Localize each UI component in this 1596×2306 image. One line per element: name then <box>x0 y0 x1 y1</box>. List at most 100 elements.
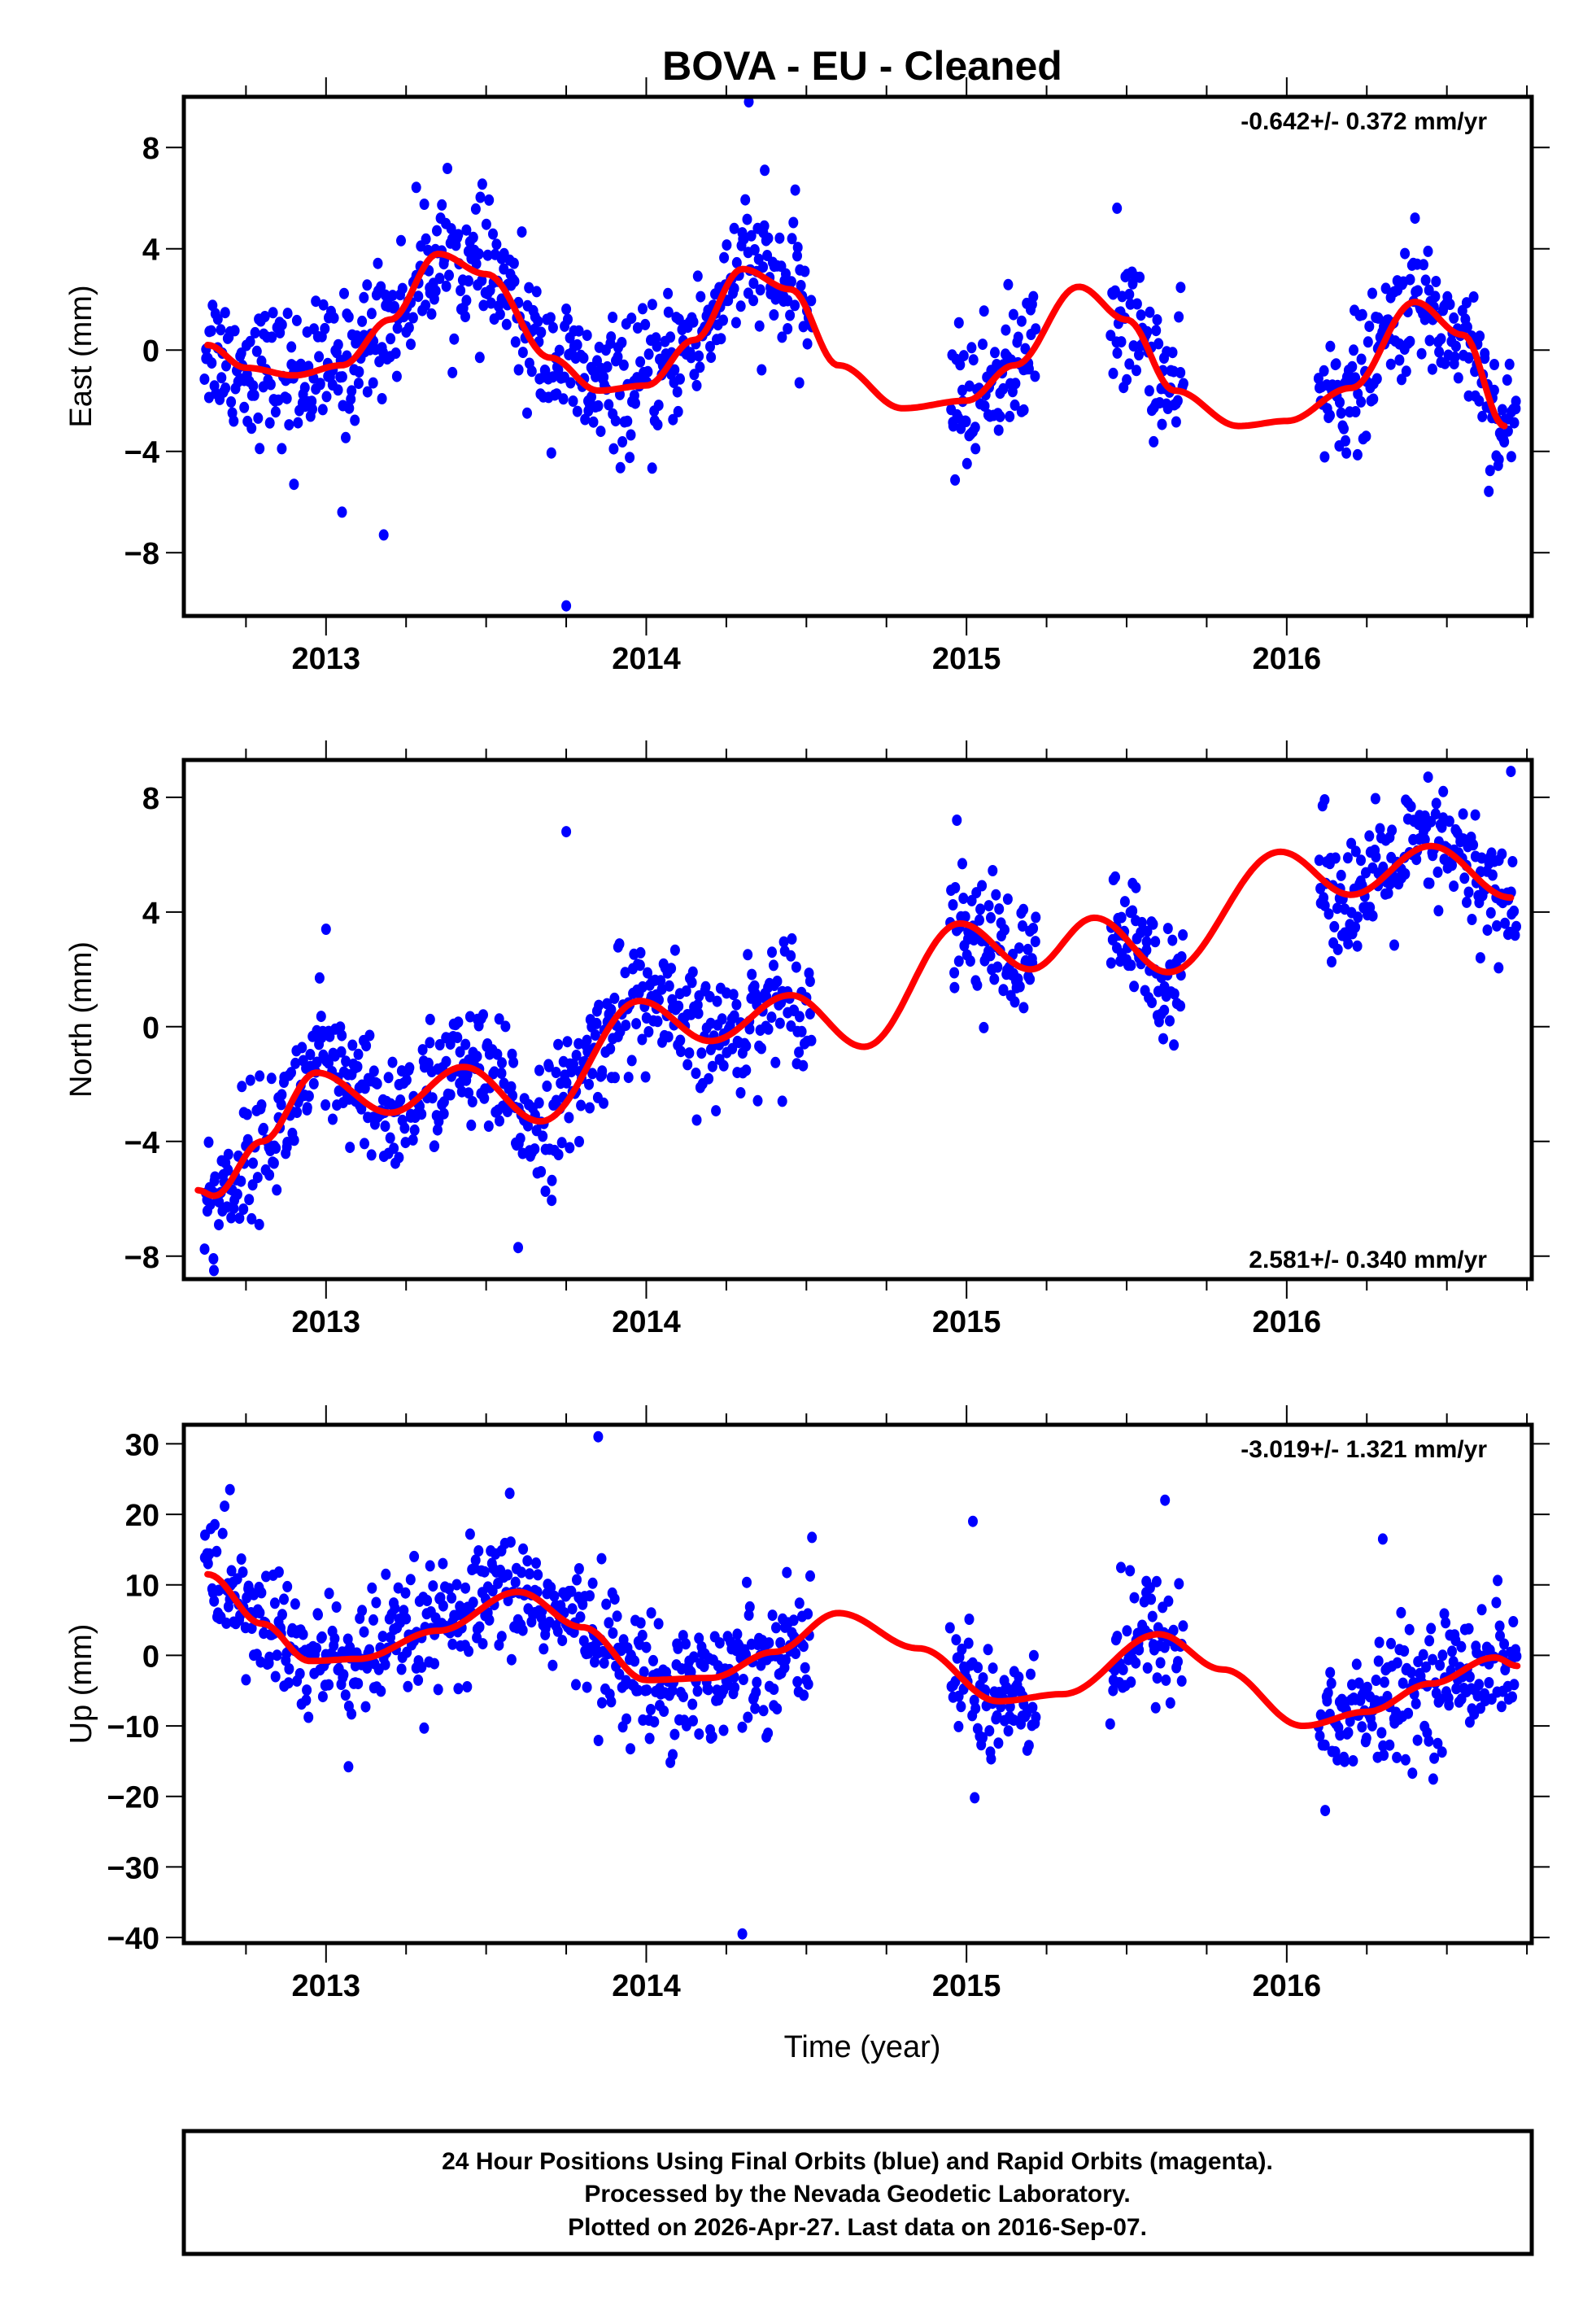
data-point <box>561 1077 572 1089</box>
data-point <box>800 1662 810 1674</box>
data-point <box>948 420 958 432</box>
data-point <box>1126 959 1136 972</box>
data-point <box>955 359 966 371</box>
data-point <box>1373 1655 1384 1667</box>
data-point <box>1345 1715 1355 1727</box>
data-point <box>1003 278 1014 290</box>
outlier-point <box>1377 1533 1388 1545</box>
data-point <box>335 1021 346 1033</box>
data-point <box>475 191 486 203</box>
data-point <box>1411 1697 1421 1710</box>
x-tick-label: 2013 <box>292 1969 361 2003</box>
data-point <box>770 1056 781 1068</box>
data-point <box>425 1037 435 1049</box>
data-point <box>614 938 625 950</box>
data-point <box>970 1792 980 1804</box>
data-point <box>1405 273 1415 286</box>
data-point <box>648 1654 658 1666</box>
data-point <box>591 1017 602 1029</box>
data-point <box>474 1621 485 1633</box>
data-point <box>687 976 697 989</box>
data-point <box>668 413 678 426</box>
data-point <box>1152 1672 1162 1684</box>
data-point <box>588 416 599 428</box>
data-point <box>729 282 739 295</box>
data-point <box>286 1067 296 1079</box>
data-point <box>282 1580 293 1592</box>
y-tick-label: 8 <box>142 782 159 816</box>
data-point <box>1385 358 1396 370</box>
outlier-point <box>225 1483 235 1496</box>
data-point <box>481 218 491 230</box>
data-point <box>1424 877 1435 889</box>
data-point <box>777 331 787 343</box>
data-point <box>464 275 473 287</box>
rate-label-up: -3.019+/- 1.321 mm/yr <box>1241 1436 1487 1463</box>
y-tick-label: −30 <box>107 1851 159 1885</box>
data-point <box>466 1119 477 1131</box>
data-point <box>1474 395 1485 407</box>
data-point <box>561 304 572 315</box>
data-point <box>324 1679 334 1691</box>
data-point <box>1146 1593 1157 1605</box>
data-point <box>267 331 277 343</box>
data-point <box>803 1678 813 1690</box>
data-point <box>1426 1622 1437 1635</box>
data-point <box>251 345 262 357</box>
data-point <box>1477 410 1488 422</box>
data-point <box>597 1065 608 1077</box>
data-point <box>302 1684 312 1697</box>
data-point <box>255 1070 265 1082</box>
x-axis-label: Time (year) <box>784 2030 941 2064</box>
data-point <box>633 1684 643 1697</box>
data-point <box>595 426 606 438</box>
data-point <box>324 1057 334 1069</box>
data-point <box>953 1720 964 1732</box>
data-point <box>329 312 339 324</box>
outlier-point <box>760 164 770 177</box>
data-point <box>1424 1735 1434 1747</box>
data-point <box>1149 435 1159 448</box>
panel-up: 2013 2014 2015 2016 −40 −30 −20 −10 0 10 20 30 Up (m… <box>64 1405 1550 2003</box>
data-point <box>705 341 715 352</box>
data-point <box>763 1727 774 1740</box>
data-point <box>1508 1616 1519 1627</box>
data-point <box>965 955 975 967</box>
data-point <box>419 199 430 210</box>
fit-curve-north <box>194 842 1515 1199</box>
data-point <box>1028 290 1039 303</box>
data-point <box>1319 794 1330 806</box>
data-point <box>643 365 653 378</box>
data-point <box>491 238 502 251</box>
data-point <box>665 331 676 343</box>
data-point <box>960 911 970 923</box>
data-point <box>416 1108 427 1120</box>
data-point <box>1024 363 1034 375</box>
data-point <box>1487 869 1498 881</box>
data-point <box>286 341 297 353</box>
data-point <box>630 1655 640 1667</box>
data-point <box>455 1046 465 1058</box>
data-point <box>447 1592 457 1604</box>
data-point <box>245 335 255 347</box>
data-point <box>447 1638 458 1650</box>
data-point <box>958 350 969 362</box>
data-point <box>242 1133 253 1146</box>
data-point <box>1362 1681 1372 1693</box>
data-point <box>1375 823 1385 835</box>
data-point <box>221 360 231 372</box>
data-point <box>546 1582 556 1593</box>
data-point <box>700 980 711 993</box>
data-point <box>503 1569 513 1581</box>
data-point <box>1480 352 1490 365</box>
x-tick-label: 2016 <box>1253 1969 1322 2003</box>
data-point <box>711 1105 722 1117</box>
data-point <box>707 1060 717 1072</box>
data-point <box>1141 944 1152 956</box>
data-point <box>1428 1653 1438 1666</box>
data-point <box>963 1637 974 1649</box>
data-point <box>470 203 481 215</box>
data-point <box>656 983 667 995</box>
data-point <box>1028 923 1039 934</box>
data-point <box>1453 372 1463 384</box>
